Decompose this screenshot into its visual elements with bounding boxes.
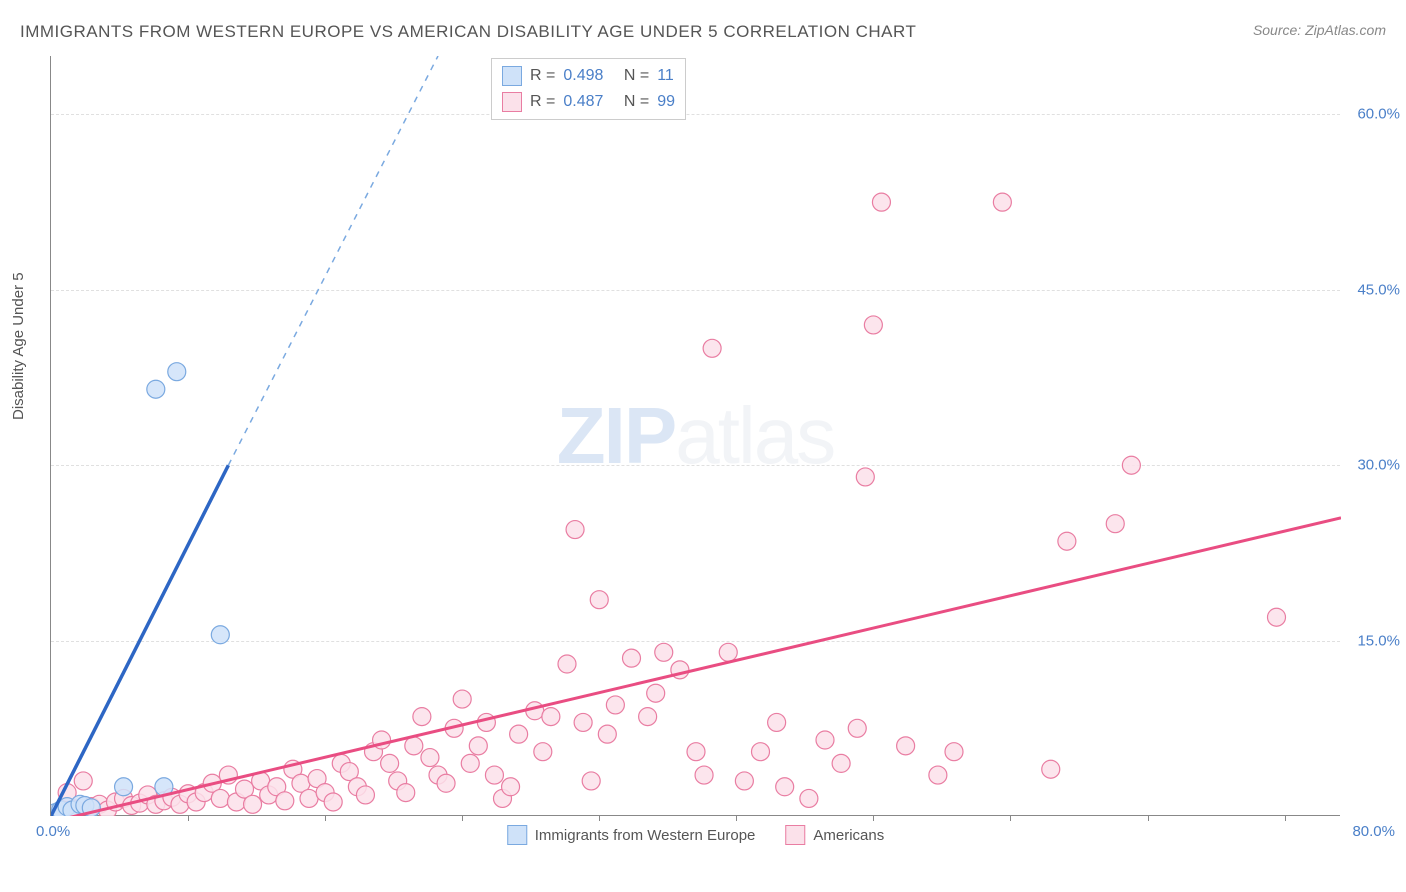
swatch-americans (502, 92, 522, 112)
swatch-americans-icon (785, 825, 805, 845)
y-axis-label: Disability Age Under 5 (10, 272, 27, 420)
source-label: Source: ZipAtlas.com (1253, 22, 1386, 38)
x-axis-origin-label: 0.0% (36, 823, 70, 840)
swatch-western-europe (502, 66, 522, 86)
legend: Immigrants from Western Europe Americans (507, 825, 885, 845)
scatter-plot (51, 56, 1341, 816)
correlation-stats-box: R = 0.498 N = 11 R = 0.487 N = 99 (491, 58, 686, 120)
stats-row-americans: R = 0.487 N = 99 (502, 89, 675, 115)
legend-item-americans: Americans (785, 825, 884, 845)
stats-row-western-europe: R = 0.498 N = 11 (502, 63, 675, 89)
chart-title: IMMIGRANTS FROM WESTERN EUROPE VS AMERIC… (20, 22, 916, 42)
legend-item-western-europe: Immigrants from Western Europe (507, 825, 756, 845)
swatch-western-europe-icon (507, 825, 527, 845)
chart-plot-area: ZIPatlas 15.0%30.0%45.0%60.0% R = 0.498 … (50, 56, 1340, 816)
x-axis-max-label: 80.0% (1352, 823, 1395, 840)
